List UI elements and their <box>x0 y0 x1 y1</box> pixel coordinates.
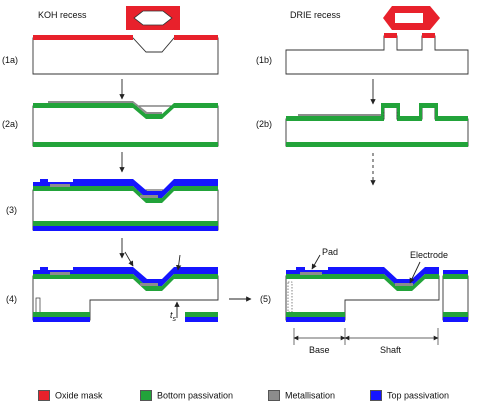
legend-item-oxide-mask: Oxide mask <box>38 388 103 402</box>
electrode-pointer <box>409 261 421 284</box>
step-2b-wafer <box>285 103 469 147</box>
legend-label-oxide: Oxide mask <box>55 390 103 401</box>
pad-pointer <box>311 254 321 270</box>
pad-label: Pad <box>322 247 338 257</box>
legend-swatch-bottom <box>140 390 152 402</box>
step-2a-wafer <box>32 101 219 147</box>
etch-arrow-electrode <box>175 254 182 271</box>
koh-recess-title: KOH recess <box>38 10 87 20</box>
step-label-2b: (2b) <box>256 119 272 129</box>
electrode-label: Electrode <box>410 250 448 260</box>
drie-recess-title: DRIE recess <box>290 10 341 20</box>
legend-swatch-top <box>370 390 382 402</box>
base-label: Base <box>309 345 330 355</box>
koh-mask-icon <box>126 6 180 30</box>
legend: Oxide mask Bottom passivation Metallisat… <box>0 388 494 404</box>
legend-item-metallisation: Metallisation <box>268 388 335 402</box>
legend-swatch-metal <box>268 390 280 402</box>
step-3-wafer <box>32 179 219 231</box>
step-1a-wafer <box>32 35 219 75</box>
etch-arrow-pad <box>124 251 134 267</box>
legend-label-top: Top passivation <box>387 390 450 401</box>
legend-item-bottom-passivation: Bottom passivation <box>140 388 233 402</box>
step-label-4: (4) <box>6 294 17 304</box>
step-label-3: (3) <box>6 205 17 215</box>
step-label-1a: (1a) <box>2 55 18 65</box>
legend-label-metal: Metallisation <box>285 390 336 401</box>
legend-label-bottom: Bottom passivation <box>157 390 234 401</box>
step-label-2a: (2a) <box>2 119 18 129</box>
shaft-label: Shaft <box>380 345 402 355</box>
step-4-wafer <box>32 267 219 322</box>
step-1b-wafer <box>285 33 469 75</box>
legend-swatch-oxide <box>38 390 50 402</box>
drie-mask-icon <box>383 6 440 30</box>
step-label-5: (5) <box>260 294 271 304</box>
legend-item-top-passivation: Top passivation <box>370 388 449 402</box>
step-5-wafer <box>285 267 469 322</box>
step-label-1b: (1b) <box>256 55 272 65</box>
thickness-label: ts <box>170 310 177 323</box>
